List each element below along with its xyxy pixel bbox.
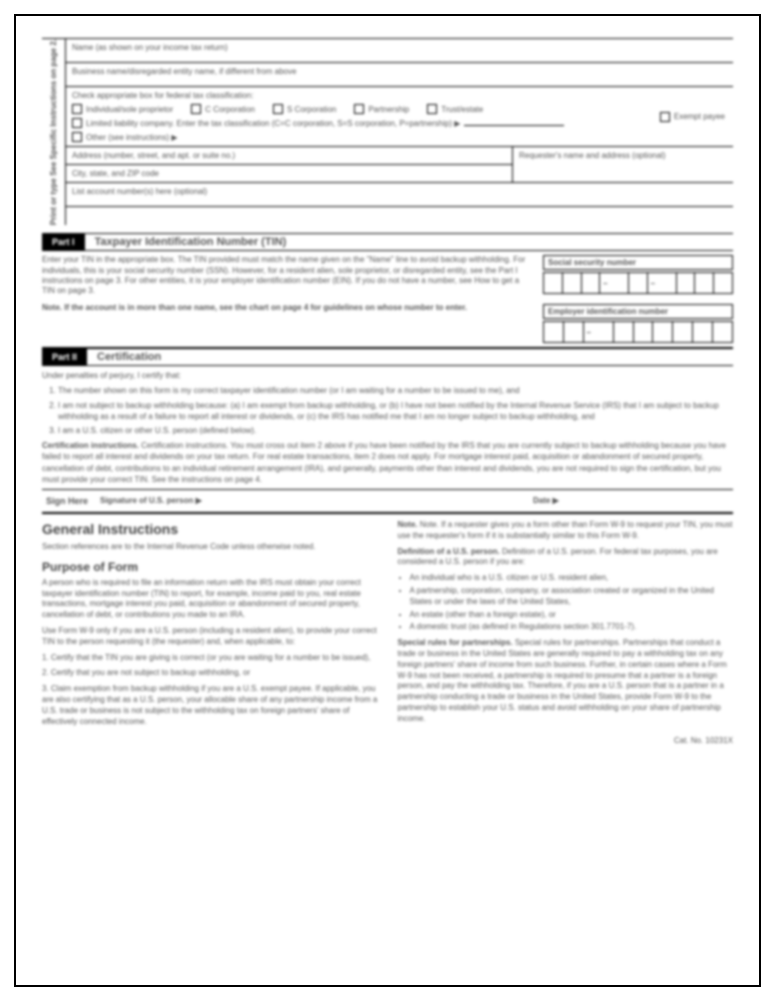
ssn-input[interactable]: –– xyxy=(543,272,733,294)
exempt-payee[interactable]: Exempt payee xyxy=(652,87,733,147)
classification-label: Check appropriate box for federal tax cl… xyxy=(72,91,646,100)
certification-text: Under penalties of perjury, I certify th… xyxy=(42,366,733,489)
ein-input[interactable]: – xyxy=(543,321,733,343)
tin-note: Note. If the account is in more than one… xyxy=(42,303,467,312)
date-field[interactable]: Date ▶ xyxy=(533,496,733,506)
payer-info-section: Print or type See Specific Instructions … xyxy=(42,38,733,225)
part2-tag: Part II xyxy=(42,349,87,365)
purpose-heading: Purpose of Form xyxy=(42,559,378,575)
name-field[interactable]: Name (as shown on your income tax return… xyxy=(66,39,733,63)
general-instructions-heading: General Instructions xyxy=(42,520,378,539)
requester-field[interactable]: Requester's name and address (optional) xyxy=(513,147,733,165)
city-field[interactable]: City, state, and ZIP code xyxy=(66,165,513,183)
cb-partnership[interactable]: Partnership xyxy=(354,104,409,114)
part1-header: Part I Taxpayer Identification Number (T… xyxy=(42,233,733,251)
cb-scorp[interactable]: S Corporation xyxy=(273,104,336,114)
cb-llc[interactable]: Limited liability company. Enter the tax… xyxy=(72,118,564,128)
cb-other[interactable]: Other (see instructions) ▶ xyxy=(72,132,178,142)
business-name-field[interactable]: Business name/disregarded entity name, i… xyxy=(66,63,733,87)
part1-title: Taxpayer Identification Number (TIN) xyxy=(85,236,287,248)
cert-item-2: I am not subject to backup withholding b… xyxy=(58,400,733,422)
classification-row: Check appropriate box for federal tax cl… xyxy=(66,87,652,147)
signature-row: Sign Here Signature of U.S. person ▶ Dat… xyxy=(42,489,733,514)
signature-field[interactable]: Signature of U.S. person ▶ xyxy=(92,496,533,506)
cert-item-1: The number shown on this form is my corr… xyxy=(58,385,733,396)
account-numbers-field[interactable]: List account number(s) here (optional) xyxy=(66,183,733,207)
side-instructions: Print or type See Specific Instructions … xyxy=(42,39,66,225)
part2-title: Certification xyxy=(87,351,161,363)
instructions-section: General Instructions Section references … xyxy=(42,514,733,732)
sign-here-label: Sign Here xyxy=(42,496,92,506)
cb-individual[interactable]: Individual/sole proprietor xyxy=(72,104,173,114)
tin-instructions: Enter your TIN in the appropriate box. T… xyxy=(42,255,531,297)
cb-trust[interactable]: Trust/estate xyxy=(427,104,483,114)
ssn-label: Social security number xyxy=(543,255,733,270)
cb-ccorp[interactable]: C Corporation xyxy=(191,104,255,114)
part2-header: Part II Certification xyxy=(42,348,733,366)
cert-item-3: I am a U.S. citizen or other U.S. person… xyxy=(58,425,733,436)
ein-label: Employer identification number xyxy=(543,304,733,319)
catalog-number: Cat. No. 10231X xyxy=(42,736,733,745)
part1-tag: Part I xyxy=(42,234,85,250)
address-field[interactable]: Address (number, street, and apt. or sui… xyxy=(66,147,513,165)
cert-instructions: Certification instructions. You must cro… xyxy=(42,441,726,484)
tin-section: Enter your TIN in the appropriate box. T… xyxy=(42,251,733,348)
